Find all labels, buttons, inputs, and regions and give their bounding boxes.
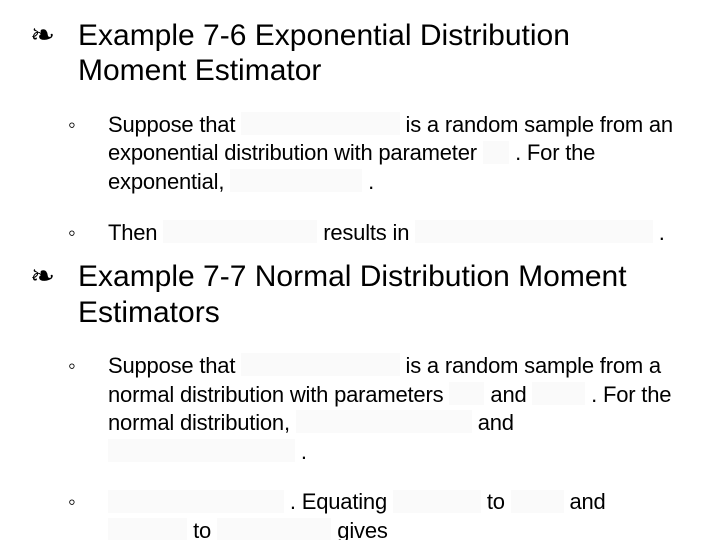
math-placeholder: [217, 518, 331, 540]
math-placeholder: [241, 353, 399, 376]
open-bullet-icon: ◦: [88, 111, 108, 140]
math-placeholder: [415, 220, 653, 243]
math-placeholder: [108, 490, 284, 513]
run: and: [569, 489, 605, 514]
math-placeholder: [163, 220, 317, 243]
run: Suppose that: [108, 112, 235, 137]
open-bullet-icon: ◦: [88, 352, 108, 381]
math-placeholder: [241, 112, 399, 135]
math-placeholder: [511, 490, 564, 513]
run: Suppose that: [108, 353, 235, 378]
math-placeholder: [449, 382, 484, 405]
math-placeholder: [393, 490, 481, 513]
bullet-icon: ❧: [54, 18, 78, 53]
bullet-icon: ❧: [54, 259, 78, 294]
math-placeholder: [230, 169, 362, 192]
open-bullet-icon: ◦: [88, 488, 108, 517]
sub-item-2-2: ◦ . Equating to and to gives: [88, 488, 680, 540]
run: . Equating: [290, 489, 387, 514]
sub-item-1-2: ◦Then results in .: [88, 219, 680, 248]
run: .: [301, 439, 307, 464]
title-text-2: Example 7-7 Normal Distribution Moment E…: [78, 260, 627, 328]
slide: ❧Example 7-6 Exponential Distribution Mo…: [0, 0, 720, 540]
section-title-1: ❧Example 7-6 Exponential Distribution Mo…: [54, 18, 680, 89]
run: gives: [337, 518, 387, 540]
run: Then: [108, 220, 157, 245]
sub-item-2-1: ◦Suppose that is a random sample from a …: [88, 352, 680, 466]
run: .: [659, 220, 665, 245]
run: to: [193, 518, 211, 540]
section-title-2: ❧Example 7-7 Normal Distribution Moment …: [54, 259, 680, 330]
math-placeholder: [483, 141, 509, 164]
run: and: [478, 410, 514, 435]
run: to: [487, 489, 505, 514]
math-placeholder: [296, 410, 472, 433]
math-placeholder: [108, 439, 295, 462]
open-bullet-icon: ◦: [88, 219, 108, 248]
math-placeholder: [532, 382, 585, 405]
math-placeholder: [108, 518, 187, 540]
run: .: [368, 169, 374, 194]
sub-list-2: ◦Suppose that is a random sample from a …: [54, 352, 680, 540]
title-text-1: Example 7-6 Exponential Distribution Mom…: [78, 19, 570, 87]
sub-list-1: ◦Suppose that is a random sample from an…: [54, 111, 680, 247]
run: results in: [323, 220, 409, 245]
sub-item-1-1: ◦Suppose that is a random sample from an…: [88, 111, 680, 197]
run: and: [490, 382, 526, 407]
